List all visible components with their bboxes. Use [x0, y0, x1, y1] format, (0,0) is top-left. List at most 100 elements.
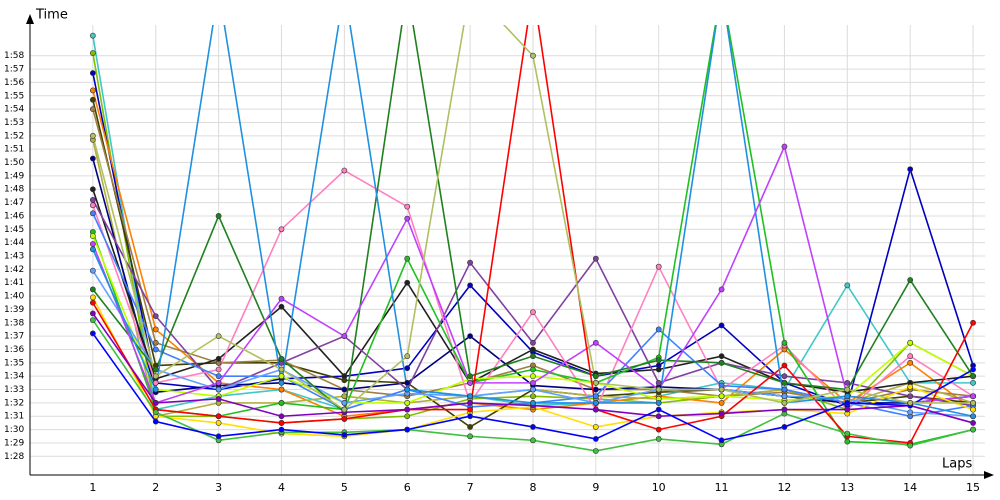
data-point — [530, 399, 536, 406]
data-point — [530, 52, 536, 59]
data-point — [404, 255, 411, 262]
y-tick-label: 1:41 — [4, 278, 24, 288]
data-point — [467, 373, 473, 380]
data-point — [907, 353, 914, 360]
data-point — [404, 386, 411, 393]
data-point — [781, 143, 788, 150]
data-point — [530, 386, 536, 393]
data-point — [907, 409, 914, 416]
data-point — [404, 413, 411, 420]
data-point — [970, 413, 976, 420]
y-tick-label: 1:33 — [4, 385, 24, 395]
data-point — [530, 309, 536, 315]
data-point — [530, 379, 536, 386]
data-point — [970, 393, 976, 400]
data-point — [215, 433, 222, 440]
data-point — [844, 406, 851, 413]
x-axis-title: Laps — [942, 457, 972, 472]
data-point — [844, 393, 851, 400]
data-point — [152, 379, 159, 386]
y-tick-label: 1:53 — [4, 118, 24, 128]
data-point — [152, 366, 159, 373]
y-tick-label: 1:47 — [4, 198, 24, 208]
data-point — [89, 197, 96, 203]
data-point — [215, 379, 222, 386]
data-point — [781, 399, 788, 406]
data-point — [89, 155, 96, 162]
data-point — [152, 386, 159, 393]
data-point — [215, 413, 222, 420]
data-point — [592, 399, 599, 406]
data-point — [89, 267, 96, 274]
data-point — [278, 420, 285, 426]
data-point — [89, 330, 96, 337]
y-tick-label: 1:34 — [4, 372, 24, 382]
data-point — [655, 406, 662, 413]
x-tick-label: 5 — [341, 481, 348, 494]
data-point — [718, 286, 725, 293]
data-point — [89, 294, 96, 301]
data-point — [592, 448, 599, 454]
y-tick-label: 1:56 — [4, 78, 24, 88]
data-point — [718, 410, 725, 417]
data-point — [152, 399, 159, 406]
data-point — [89, 246, 96, 253]
data-point — [152, 409, 159, 416]
data-point — [89, 106, 96, 113]
data-point — [655, 399, 662, 406]
data-point — [89, 233, 96, 239]
data-point — [718, 386, 725, 393]
data-point — [278, 303, 285, 310]
data-point — [89, 50, 96, 56]
data-point — [89, 87, 96, 94]
x-tick-label: 15 — [966, 481, 980, 494]
data-point — [404, 203, 411, 210]
data-point — [467, 399, 473, 406]
y-tick-label: 1:49 — [4, 171, 24, 181]
data-point — [970, 426, 976, 433]
data-point — [781, 339, 788, 346]
data-point — [215, 395, 222, 402]
data-point — [89, 96, 96, 103]
data-point — [89, 310, 96, 317]
y-tick-label: 1:57 — [4, 65, 24, 75]
data-point — [152, 326, 159, 333]
data-point — [592, 424, 599, 430]
data-point — [781, 373, 788, 380]
data-point — [89, 241, 96, 247]
data-point — [655, 386, 662, 393]
data-point — [278, 295, 285, 302]
y-tick-label: 1:39 — [4, 305, 24, 315]
y-tick-label: 1:31 — [4, 412, 24, 422]
data-point — [404, 406, 411, 413]
data-point — [404, 365, 411, 372]
y-tick-label: 1:28 — [4, 452, 24, 462]
y-tick-label: 1:46 — [4, 211, 24, 221]
data-point — [404, 426, 411, 433]
data-point — [89, 317, 96, 324]
data-point — [341, 386, 348, 393]
data-point — [592, 386, 599, 393]
data-point — [655, 379, 662, 386]
data-point — [341, 406, 348, 413]
data-point — [215, 386, 222, 393]
data-point — [530, 393, 536, 400]
data-point — [718, 322, 725, 329]
data-point — [341, 333, 348, 340]
data-point — [844, 399, 851, 406]
data-point — [467, 406, 473, 413]
data-point — [215, 213, 222, 219]
data-point — [907, 383, 914, 390]
data-point — [341, 399, 348, 406]
data-point — [530, 353, 536, 360]
y-tick-label: 1:51 — [4, 145, 24, 155]
data-point — [718, 359, 725, 366]
data-point — [215, 333, 222, 340]
y-tick-label: 1:29 — [4, 438, 24, 448]
data-point — [404, 379, 411, 386]
data-point — [592, 339, 599, 346]
data-point — [655, 366, 662, 373]
data-point — [530, 366, 536, 373]
data-point — [278, 373, 285, 380]
